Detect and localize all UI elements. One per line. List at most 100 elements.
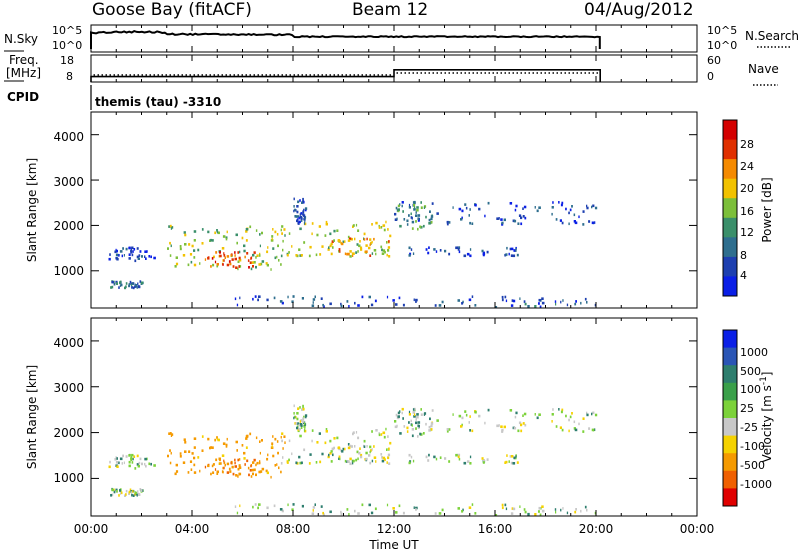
velocity-cell	[344, 459, 347, 463]
velocity-cell	[382, 456, 386, 460]
power-cell	[438, 304, 442, 307]
power-cell	[512, 299, 516, 303]
velocity-cell	[369, 445, 372, 449]
power-cell	[409, 252, 412, 256]
vel-cb-tick-m25: -25	[740, 421, 758, 434]
velocity-cell	[394, 425, 398, 429]
velocity-cell	[416, 415, 419, 419]
power-cell	[463, 254, 467, 258]
velocity-cell	[297, 428, 300, 432]
power-cell	[523, 205, 527, 209]
velocity-cell	[288, 439, 291, 443]
power-cell	[148, 255, 151, 258]
velocity-cell	[187, 471, 190, 474]
velocity-cell	[501, 430, 504, 433]
velocity-cell	[516, 461, 519, 464]
power-cell	[380, 245, 383, 249]
power-cell	[137, 282, 139, 286]
velocity-cell	[527, 512, 530, 516]
power-cell	[461, 209, 464, 213]
velocity-cell	[578, 422, 580, 426]
power-cell	[193, 263, 197, 267]
velocity-cell	[363, 439, 366, 443]
power-cell	[441, 300, 444, 304]
power-cell	[253, 261, 256, 264]
velocity-cell	[349, 457, 352, 461]
power-cell	[460, 218, 463, 221]
velocity-cell	[415, 418, 417, 421]
power-cell	[280, 263, 282, 266]
noise-left-label: N.Sky	[4, 32, 38, 46]
power-cell	[171, 226, 174, 229]
power-cell	[501, 221, 504, 225]
velocity-cell	[439, 456, 442, 459]
power-cell	[238, 256, 241, 260]
velocity-cell	[130, 457, 133, 460]
power-cell	[211, 239, 214, 242]
velocity-cell	[274, 437, 277, 441]
velocity-cell	[119, 489, 121, 492]
velocity-cell	[402, 417, 404, 420]
velocity-cell	[255, 463, 257, 467]
power-cell	[255, 229, 258, 232]
velocity-cell	[382, 431, 386, 435]
power-cell	[197, 248, 200, 252]
power-cell	[594, 206, 598, 210]
velocity-cell	[222, 466, 224, 470]
power-cell	[333, 239, 335, 242]
power-cell	[276, 233, 279, 236]
velocity-cell	[356, 450, 359, 454]
power-cell	[429, 210, 431, 213]
velocity-cell	[408, 453, 411, 457]
velocity-cell	[387, 453, 391, 457]
velocity-cell	[258, 461, 261, 465]
velocity-cell	[167, 454, 169, 458]
velocity-cell	[281, 509, 284, 513]
velocity-cell	[207, 464, 210, 468]
velocity-cell	[279, 508, 283, 511]
velocity-cell	[413, 410, 416, 414]
velocity-cell	[359, 453, 363, 457]
power-cell	[569, 208, 572, 212]
power-cell	[336, 229, 339, 232]
velocity-cell	[344, 447, 346, 451]
power-cell	[300, 219, 303, 222]
velocity-cell	[115, 461, 119, 464]
noise-sky-series	[90, 30, 601, 49]
power-cell	[356, 243, 359, 246]
power-cell	[244, 255, 246, 259]
velocity-cell	[138, 461, 141, 465]
velocity-cell	[134, 493, 136, 496]
power-cell	[222, 263, 224, 266]
power-cell	[134, 285, 136, 288]
power-cell	[337, 239, 340, 242]
power-cell	[412, 201, 415, 204]
velocity-cell	[338, 455, 341, 459]
power-cell	[536, 209, 539, 213]
velocity-cell	[461, 423, 463, 427]
velocity-cell	[569, 415, 572, 419]
power-cell	[136, 286, 138, 289]
velocity-cell	[394, 420, 397, 423]
power-cell	[267, 246, 269, 249]
velocity-cell	[395, 511, 398, 514]
velocity-cell	[329, 510, 332, 514]
power-cell	[346, 300, 349, 303]
power-cell	[510, 254, 514, 257]
power-cell	[330, 252, 333, 256]
power-cell	[501, 295, 504, 299]
power-cell	[294, 208, 296, 212]
power-cell	[295, 215, 298, 218]
power-cell	[113, 282, 116, 286]
power-cell	[469, 221, 471, 225]
velocity-cell	[139, 488, 142, 491]
velocity-colorbar-swatch	[723, 330, 737, 349]
velocity-cell	[438, 512, 442, 515]
velocity-cell	[403, 425, 406, 428]
velocity-colorbar-swatch	[723, 400, 737, 419]
velocity-cell	[140, 489, 143, 492]
velocity-cell	[539, 513, 542, 516]
velocity-cell	[188, 450, 191, 453]
velocity-cell	[419, 432, 422, 436]
power-cell	[316, 233, 319, 237]
